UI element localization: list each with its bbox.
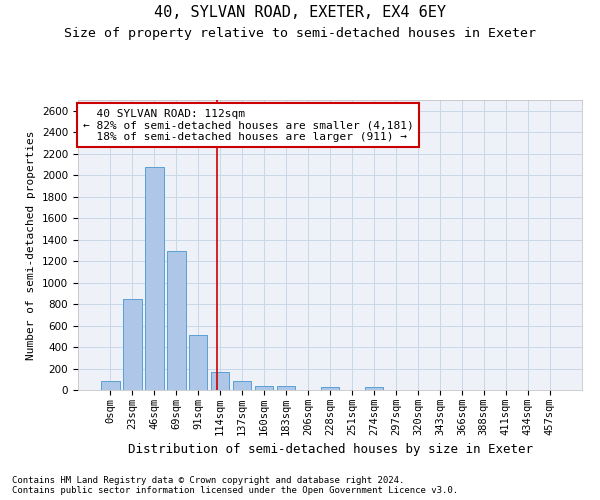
Bar [123, 298, 142, 390]
Bar [233, 382, 251, 390]
Bar [189, 335, 208, 390]
Bar [320, 387, 340, 390]
Bar [167, 252, 185, 390]
Bar [145, 166, 164, 390]
Text: Distribution of semi-detached houses by size in Exeter: Distribution of semi-detached houses by … [128, 442, 533, 456]
Text: Contains HM Land Registry data © Crown copyright and database right 2024.: Contains HM Land Registry data © Crown c… [12, 476, 404, 485]
Bar [365, 388, 383, 390]
Text: Contains public sector information licensed under the Open Government Licence v3: Contains public sector information licen… [12, 486, 458, 495]
Text: 40 SYLVAN ROAD: 112sqm
← 82% of semi-detached houses are smaller (4,181)
  18% o: 40 SYLVAN ROAD: 112sqm ← 82% of semi-det… [83, 108, 414, 142]
Text: 40, SYLVAN ROAD, EXETER, EX4 6EY: 40, SYLVAN ROAD, EXETER, EX4 6EY [154, 5, 446, 20]
Bar [211, 372, 229, 390]
Y-axis label: Number of semi-detached properties: Number of semi-detached properties [26, 130, 37, 360]
Bar [277, 386, 295, 390]
Text: Size of property relative to semi-detached houses in Exeter: Size of property relative to semi-detach… [64, 28, 536, 40]
Bar [101, 382, 119, 390]
Bar [255, 386, 274, 390]
